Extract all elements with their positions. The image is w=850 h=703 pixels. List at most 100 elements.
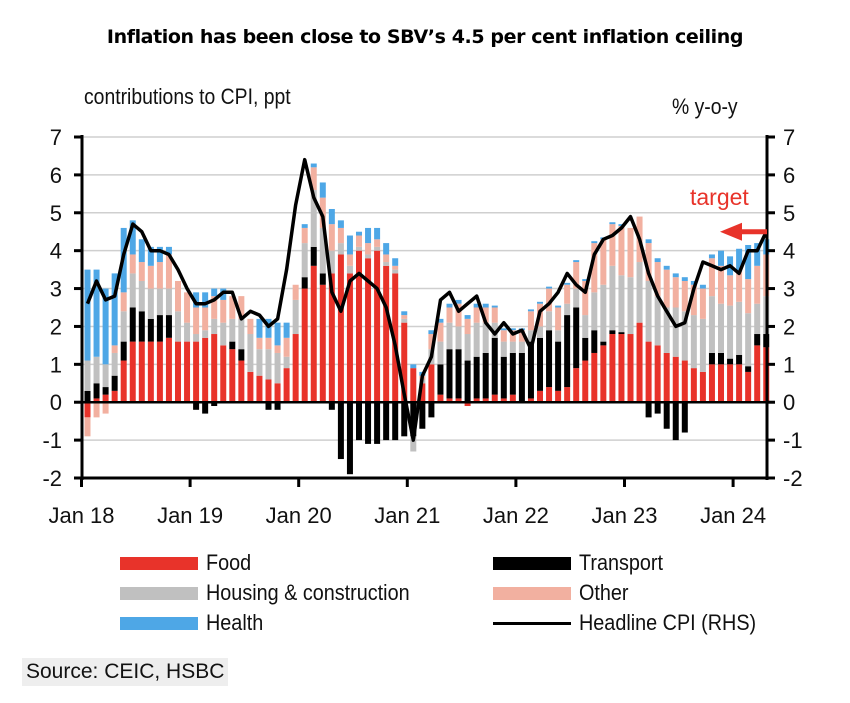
bar-housing-construction-40 bbox=[446, 322, 453, 350]
bar-transport-59 bbox=[618, 332, 625, 335]
bar-health-29 bbox=[346, 235, 353, 255]
bar-food-47 bbox=[509, 394, 516, 403]
bar-other-64 bbox=[663, 269, 670, 308]
x-tick-label: Jan 22 bbox=[483, 503, 549, 528]
left-tick-label: 7 bbox=[50, 125, 62, 150]
bar-food-28 bbox=[337, 254, 344, 403]
bar-transport-16 bbox=[229, 341, 236, 350]
bar-food-35 bbox=[401, 322, 408, 403]
bar-health-49 bbox=[527, 309, 534, 312]
bar-other-70 bbox=[718, 265, 724, 304]
bar-other-14 bbox=[211, 296, 218, 319]
bar-transport-1 bbox=[93, 383, 100, 399]
bar-food-2 bbox=[102, 394, 109, 403]
bar-other-43 bbox=[473, 307, 480, 323]
legend-item-other: Other bbox=[493, 578, 634, 608]
bar-other-48 bbox=[518, 330, 525, 342]
bar-transport-37 bbox=[419, 402, 426, 429]
bar-transport-30 bbox=[356, 402, 362, 441]
bar-transport-26 bbox=[319, 273, 326, 285]
bar-transport-38 bbox=[428, 402, 435, 418]
bar-housing-construction-52 bbox=[555, 330, 562, 342]
bar-health-52 bbox=[555, 305, 562, 308]
axes bbox=[80, 135, 769, 480]
bar-health-8 bbox=[156, 246, 163, 263]
bar-transport-20 bbox=[265, 402, 272, 410]
bar-other-33 bbox=[383, 254, 390, 263]
bar-other-29 bbox=[346, 254, 353, 266]
bar-other-39 bbox=[437, 322, 444, 342]
bar-other-13 bbox=[202, 307, 209, 331]
bar-housing-construction-69 bbox=[708, 296, 715, 353]
bar-transport-28 bbox=[337, 402, 344, 460]
bar-food-68 bbox=[699, 371, 706, 403]
source-note: Source: CEIC, HSBC bbox=[22, 658, 229, 686]
bar-other-30 bbox=[356, 235, 362, 247]
bar-health-13 bbox=[202, 292, 209, 308]
bar-housing-construction-28 bbox=[337, 243, 344, 255]
bar-other-23 bbox=[292, 284, 299, 300]
bar-housing-construction-57 bbox=[600, 284, 607, 342]
bar-food-27 bbox=[328, 273, 335, 403]
bar-food-15 bbox=[220, 345, 227, 403]
bar-food-32 bbox=[374, 250, 381, 403]
bar-other-0 bbox=[84, 417, 91, 437]
legend-item-health: Health bbox=[120, 608, 270, 638]
bar-transport-72 bbox=[736, 354, 743, 365]
bar-health-1 bbox=[93, 269, 100, 357]
bar-transport-32 bbox=[374, 402, 381, 444]
bar-food-67 bbox=[690, 368, 697, 403]
x-tick-label: Jan 23 bbox=[591, 503, 657, 528]
bar-housing-construction-71 bbox=[727, 305, 734, 359]
bar-other-67 bbox=[690, 284, 697, 316]
bar-transport-63 bbox=[654, 402, 661, 414]
bar-health-50 bbox=[537, 301, 543, 304]
bar-other-72 bbox=[736, 271, 743, 302]
bar-food-37 bbox=[419, 383, 426, 403]
bar-food-72 bbox=[736, 364, 743, 403]
bar-transport-4 bbox=[120, 341, 127, 361]
bar-housing-construction-62 bbox=[645, 280, 652, 342]
bar-transport-6 bbox=[138, 311, 145, 342]
legend-swatch-health bbox=[120, 616, 198, 630]
bar-housing-construction-23 bbox=[292, 299, 299, 335]
x-tick-label: Jan 21 bbox=[374, 503, 440, 528]
bar-health-22 bbox=[283, 322, 290, 338]
bar-food-63 bbox=[654, 345, 661, 403]
bar-food-44 bbox=[482, 398, 489, 403]
headline-cpi-line-group bbox=[85, 157, 768, 442]
bar-housing-construction-21 bbox=[274, 352, 281, 384]
bar-food-58 bbox=[609, 334, 616, 403]
bar-health-66 bbox=[681, 277, 688, 281]
bar-housing-construction-16 bbox=[229, 318, 236, 342]
bar-housing-construction-34 bbox=[392, 269, 399, 274]
bar-transport-58 bbox=[609, 330, 616, 335]
bar-housing-construction-36 bbox=[410, 436, 417, 452]
bar-food-73 bbox=[745, 371, 752, 403]
bar-other-52 bbox=[555, 307, 562, 331]
bar-housing-construction-33 bbox=[383, 262, 390, 266]
bar-transport-13 bbox=[202, 402, 209, 414]
bar-housing-construction-74 bbox=[754, 303, 761, 335]
bar-other-56 bbox=[591, 243, 598, 293]
bar-other-62 bbox=[645, 243, 652, 281]
bar-food-31 bbox=[365, 258, 372, 403]
bar-other-63 bbox=[654, 262, 661, 297]
bar-health-38 bbox=[428, 330, 435, 335]
bar-transport-31 bbox=[365, 402, 372, 444]
bar-transport-66 bbox=[681, 402, 688, 433]
bar-food-74 bbox=[754, 345, 761, 403]
bar-housing-construction-54 bbox=[573, 288, 580, 308]
right-tick-label: 1 bbox=[783, 352, 795, 377]
bar-food-36 bbox=[410, 368, 417, 403]
bar-other-38 bbox=[428, 334, 435, 350]
bar-housing-construction-14 bbox=[211, 318, 218, 335]
legend-swatch-food bbox=[120, 556, 198, 570]
stacked-bars bbox=[84, 163, 770, 475]
legend-swatch-housing bbox=[120, 586, 198, 600]
legend-label: Transport bbox=[579, 550, 663, 575]
right-axis-title: % y-o-y bbox=[672, 94, 738, 119]
bar-other-60 bbox=[627, 227, 634, 278]
bar-other-44 bbox=[482, 307, 489, 323]
